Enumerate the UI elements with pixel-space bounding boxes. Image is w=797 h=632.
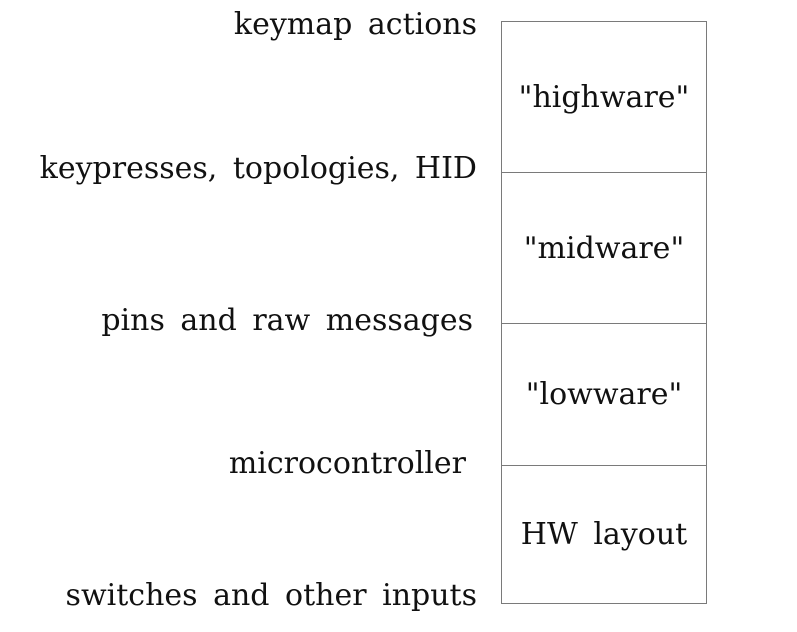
layer-box-hw-layout: HW layout — [501, 465, 707, 604]
layer-label-hw-layout: HW layout — [520, 516, 688, 552]
boundary-label-switches: switches and other inputs — [65, 578, 477, 613]
layer-box-midware: "midware" — [501, 172, 707, 325]
layer-box-highware: "highware" — [501, 21, 707, 174]
layer-box-lowware: "lowware" — [501, 323, 707, 467]
layer-label-lowware: "lowware" — [525, 377, 683, 412]
boundary-label-pins: pins and raw messages — [101, 303, 473, 338]
boundary-label-microcontroller: microcontroller — [228, 446, 466, 481]
layer-label-midware: "midware" — [523, 230, 685, 266]
layer-label-highware: "highware" — [518, 79, 690, 115]
boundary-label-keymap-actions: keymap actions — [233, 7, 477, 42]
boundary-label-keypresses: keypresses, topologies, HID — [39, 151, 477, 186]
